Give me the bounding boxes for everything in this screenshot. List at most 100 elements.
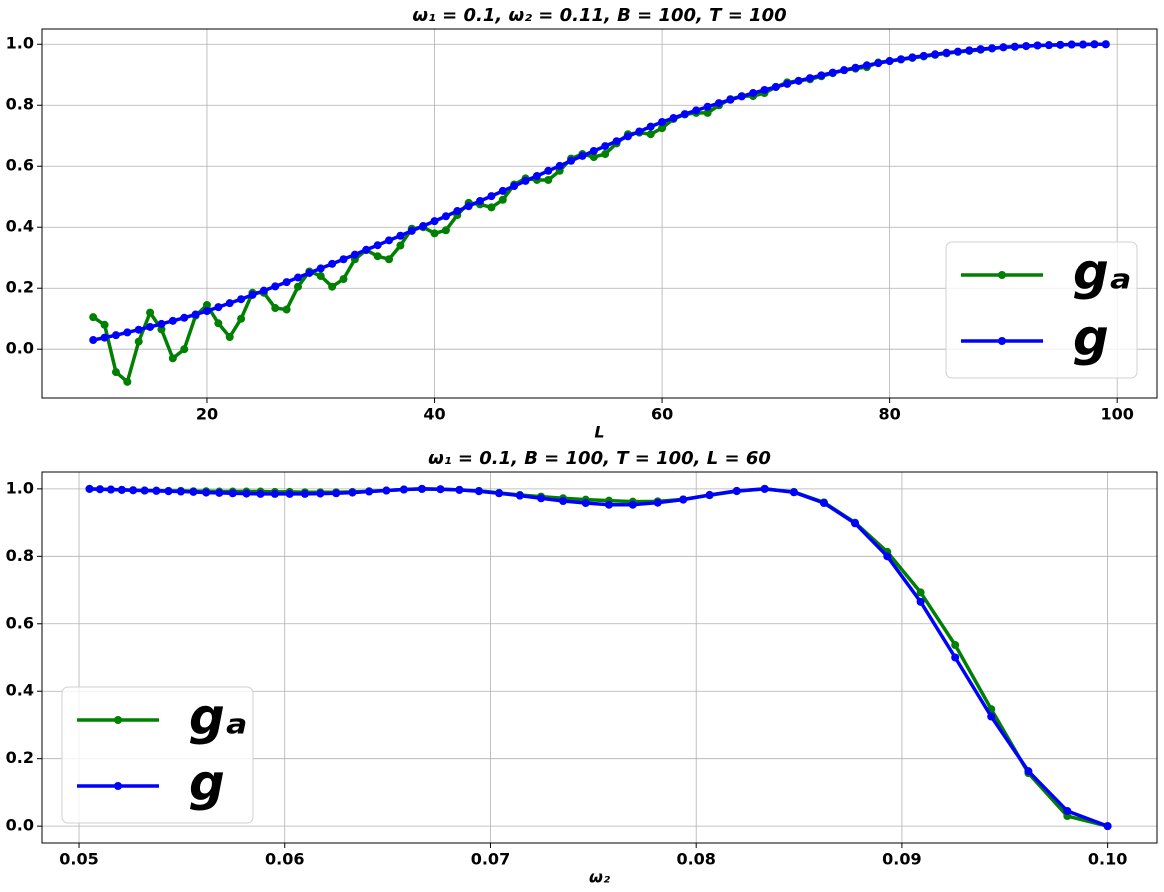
data-point (441, 212, 450, 221)
x-tick-label: 80 (878, 405, 900, 424)
data-point (581, 499, 590, 508)
data-point (100, 320, 109, 329)
data-point (1033, 41, 1042, 50)
data-point (1022, 42, 1031, 51)
data-point (692, 106, 701, 115)
data-point (783, 79, 792, 88)
data-point (419, 222, 428, 231)
subplot: 20 40 60 80 100 0.0 0.2 0.4 0.6 0.8 1.0 ω₁ = 0.1, ω… (6, 5, 1158, 442)
x-tick-label: 40 (423, 405, 445, 424)
data-point (157, 325, 166, 334)
legend-label: gₐ (1073, 243, 1132, 301)
data-point (202, 307, 211, 316)
x-axis-label: L (594, 423, 604, 442)
data-point (908, 53, 917, 62)
data-point (373, 241, 382, 250)
data-point (658, 118, 667, 127)
data-point (89, 313, 98, 322)
data-point (953, 47, 962, 56)
data-point (883, 552, 892, 561)
data-point (1024, 767, 1033, 776)
legend-marker (998, 271, 1006, 279)
y-tick-label: 0.8 (6, 546, 34, 565)
data-point (1090, 40, 1099, 49)
data-point (362, 245, 371, 254)
x-tick-label: 60 (651, 405, 673, 424)
x-tick-label: 0.08 (676, 850, 715, 869)
data-point (474, 487, 483, 496)
y-tick-label: 0.6 (6, 156, 34, 175)
data-point (117, 485, 126, 494)
legend: gₐ g (61, 686, 254, 824)
data-point (916, 597, 925, 606)
data-point (146, 322, 155, 331)
data-point (365, 487, 374, 496)
data-point (589, 146, 598, 155)
data-point (1010, 42, 1019, 51)
data-point (285, 489, 294, 498)
data-point (225, 299, 234, 308)
data-point (737, 92, 746, 101)
data-point (134, 325, 143, 334)
data-point (951, 641, 960, 650)
data-point (658, 124, 667, 133)
data-point (1056, 40, 1065, 49)
data-point (168, 354, 177, 363)
data-point (789, 488, 798, 497)
data-point (202, 488, 211, 497)
x-tick-label: 0.07 (471, 850, 510, 869)
data-point (498, 195, 507, 204)
data-point (225, 333, 234, 342)
data-point (396, 241, 405, 250)
chart-title: ω₁ = 0.1, ω₂ = 0.11, B = 100, T = 100 (412, 5, 786, 26)
data-point (293, 273, 302, 282)
data-point (157, 319, 166, 328)
data-point (140, 486, 149, 495)
data-point (544, 175, 553, 184)
data-point (328, 259, 337, 268)
data-point (228, 489, 237, 498)
x-tick-label: 0.06 (265, 850, 304, 869)
y-tick-label: 0.0 (6, 339, 34, 358)
legend-label: gₐ (189, 688, 248, 746)
data-point (646, 122, 655, 131)
data-point (732, 486, 741, 495)
data-point (840, 66, 849, 75)
data-point (430, 229, 439, 238)
data-point (396, 231, 405, 240)
y-tick-label: 0.0 (6, 816, 34, 835)
data-point (430, 217, 439, 226)
data-point (760, 484, 769, 493)
data-point (623, 132, 632, 141)
data-point (441, 226, 450, 235)
data-point (919, 51, 928, 60)
data-point (589, 153, 598, 162)
data-point (407, 226, 416, 235)
data-point (385, 236, 394, 245)
data-point (259, 286, 268, 295)
data-point (885, 57, 894, 66)
data-point (976, 45, 985, 54)
data-point (1044, 41, 1053, 50)
data-point (567, 156, 576, 165)
data-point (399, 485, 408, 494)
data-point (111, 368, 120, 377)
data-point (819, 499, 828, 508)
chart-title: ω₁ = 0.1, B = 100, T = 100, L = 60 (428, 448, 771, 469)
y-tick-label: 0.4 (6, 681, 34, 700)
data-point (436, 485, 445, 494)
legend-marker (114, 782, 122, 790)
data-point (106, 485, 115, 494)
data-point (100, 333, 109, 342)
data-point (350, 250, 359, 259)
data-point (705, 490, 714, 499)
data-point (495, 489, 504, 498)
data-point (180, 345, 189, 354)
data-point (339, 255, 348, 264)
data-point (874, 59, 883, 68)
data-point (1067, 40, 1076, 49)
y-tick-label: 0.2 (6, 748, 34, 767)
data-point (453, 207, 462, 216)
data-point (851, 63, 860, 72)
